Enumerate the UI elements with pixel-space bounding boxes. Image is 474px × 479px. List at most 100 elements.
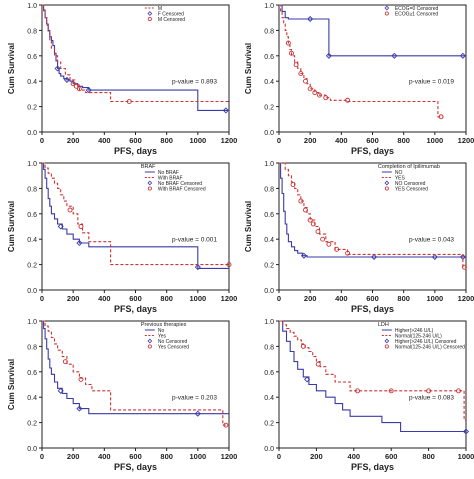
censored-marker <box>303 207 308 213</box>
legend-entry: Higher(>246 U/L) <box>395 328 434 334</box>
y-tick-label: 0.2 <box>264 421 274 428</box>
censored-marker <box>226 262 232 268</box>
legend-title: Previous therapies <box>141 322 187 328</box>
legend-swatch <box>384 344 389 349</box>
legend-swatch <box>384 11 389 16</box>
censored-marker <box>194 410 201 417</box>
censored-marker <box>304 376 311 383</box>
km-chart: 0.0 0.2 0.4 0.6 0.8 1.0 0 200 400 600 800 1000 1200 P… <box>244 3 474 156</box>
x-tick-label: 600 <box>366 136 379 145</box>
y-tick-label: 0.8 <box>264 186 274 193</box>
censored-marker <box>57 223 64 230</box>
censored-marker <box>315 229 321 235</box>
censored-marker <box>298 198 304 204</box>
x-tick-label: 800 <box>422 452 435 461</box>
x-axis-label: PFS, days <box>114 304 157 314</box>
censored-marker <box>323 95 329 101</box>
y-tick-label: 1.0 <box>264 161 274 168</box>
plot-area <box>41 320 230 449</box>
p-value-annotation: p-value = 0.083 <box>409 395 454 402</box>
x-tick-label: 200 <box>304 294 317 303</box>
x-tick-label: 200 <box>310 452 323 461</box>
x-tick-label: 0 <box>277 452 281 461</box>
x-tick-label: 0 <box>277 136 281 145</box>
y-tick-label: 0.2 <box>264 263 274 270</box>
legend-swatch <box>147 338 153 344</box>
legend-entry: YES Censored <box>395 187 428 193</box>
legend-swatch <box>147 16 152 21</box>
censored-marker <box>459 52 466 59</box>
censored-marker <box>438 114 444 120</box>
legend-entry: NO Censored <box>395 181 426 187</box>
x-tick-label: 1200 <box>458 294 474 303</box>
p-value-annotation: p-value = 0.203 <box>172 395 217 402</box>
legend-swatch <box>147 186 152 191</box>
x-tick-label: 0 <box>40 136 44 145</box>
y-tick-label: 0.8 <box>264 344 274 351</box>
legend-entry: YES <box>395 176 406 182</box>
censored-marker <box>317 92 322 98</box>
censored-marker <box>73 83 79 89</box>
legend-swatch <box>384 5 390 11</box>
survival-curve-group-2 <box>279 4 443 118</box>
x-tick-label: 400 <box>98 452 111 461</box>
y-tick-label: 1.0 <box>264 3 274 10</box>
km-chart: 0.0 0.2 0.4 0.6 0.8 1.0 0 200 400 600 800 1000 1200 P… <box>7 319 237 472</box>
y-tick-label: 0.8 <box>264 28 274 35</box>
legend-swatch <box>147 180 153 186</box>
x-axis-label: PFS, days <box>114 146 157 156</box>
km-chart: 0.0 0.2 0.4 0.6 0.8 1.0 0 200 400 600 800 1000 1200 P… <box>7 3 237 156</box>
y-tick-label: 0.2 <box>27 421 37 428</box>
legend-entry: Normal(125-246 U/L) Censored <box>395 345 465 351</box>
y-tick-label: 0.6 <box>27 54 37 61</box>
y-tick-label: 0.0 <box>27 288 37 295</box>
km-panel-pfs-ldh: 0.0 0.2 0.4 0.6 0.8 1.0 0 200 400 600 800 1000 PFS, … <box>237 316 474 474</box>
x-tick-label: 0 <box>40 294 44 303</box>
km-panel-pfs-ecog: 0.0 0.2 0.4 0.6 0.8 1.0 0 200 400 600 800 1000 1200 P… <box>237 0 474 158</box>
censored-marker <box>325 52 332 59</box>
censored-marker <box>63 76 70 83</box>
p-value-annotation: p-value = 0.043 <box>409 237 454 244</box>
x-tick-label: 800 <box>160 452 173 461</box>
x-tick-label: 1000 <box>426 294 443 303</box>
y-tick-label: 0.8 <box>27 344 37 351</box>
y-tick-label: 0.2 <box>27 105 37 112</box>
x-tick-label: 1000 <box>189 136 206 145</box>
y-tick-label: 0.6 <box>264 370 274 377</box>
y-tick-label: 1.0 <box>27 161 37 168</box>
legend-entry: Higher(>246 U/L) Censored <box>395 339 457 345</box>
survival-curve-group-1 <box>42 320 229 415</box>
legend-entry: Yes Censored <box>158 345 189 351</box>
censored-marker <box>57 387 64 394</box>
censored-marker <box>345 97 351 103</box>
censored-marker <box>371 253 378 261</box>
legend-entry: No BRAF <box>158 170 179 176</box>
survival-curve-group-1 <box>279 4 466 57</box>
survival-curve-group-1 <box>279 162 466 258</box>
y-tick-label: 0.0 <box>27 446 37 453</box>
legend-entry: M <box>158 6 162 12</box>
y-tick-label: 0.4 <box>27 237 37 244</box>
censored-marker <box>67 207 73 213</box>
y-axis-label: Cum Survival <box>7 359 16 410</box>
censored-marker <box>303 78 308 84</box>
km-panel-pfs-braf: 0.0 0.2 0.4 0.6 0.8 1.0 0 200 400 600 800 1000 1200 P… <box>0 158 237 316</box>
x-tick-label: 200 <box>67 452 80 461</box>
legend-title: Completion of Ipilimumab <box>378 164 440 170</box>
censored-marker <box>54 65 61 72</box>
x-tick-label: 600 <box>129 294 142 303</box>
censored-marker <box>76 405 83 412</box>
x-tick-label: 0 <box>277 294 281 303</box>
x-tick-label: 600 <box>385 452 398 461</box>
y-tick-label: 0.2 <box>264 105 274 112</box>
legend-entry: No Censored <box>158 339 188 345</box>
censored-marker <box>300 252 307 259</box>
censored-marker <box>78 376 84 382</box>
legend-entry: Yes <box>158 334 167 340</box>
legend-entry: F Censored <box>158 12 184 18</box>
km-chart: 0.0 0.2 0.4 0.6 0.8 1.0 0 200 400 600 800 1000 PFS, … <box>264 319 474 472</box>
legend-title: LDH <box>378 322 389 328</box>
censored-marker <box>431 253 438 261</box>
km-chart: 0.0 0.2 0.4 0.6 0.8 1.0 0 200 400 600 800 1000 1200 P… <box>7 161 237 314</box>
